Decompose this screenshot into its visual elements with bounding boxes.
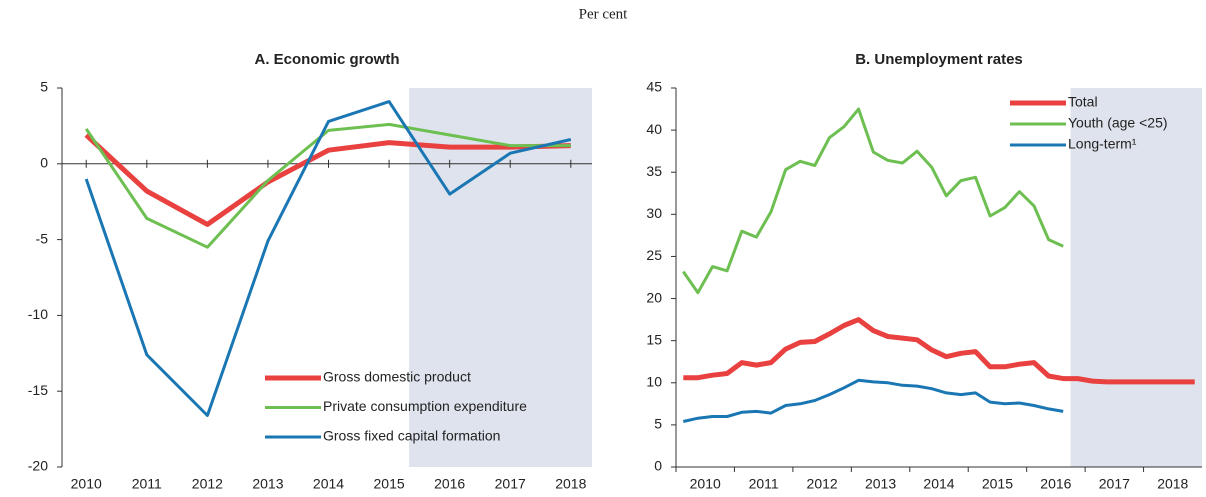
y-tick-label: -20 (28, 458, 48, 474)
series-line (84, 122, 571, 249)
series-line (84, 133, 571, 227)
y-tick-label: 45 (646, 79, 662, 95)
series-line (84, 100, 572, 417)
y-tick-label: 35 (646, 163, 662, 179)
x-tick-label: 2018 (555, 476, 586, 492)
y-tick-label: -15 (28, 382, 48, 398)
y-tick-label: 20 (646, 289, 662, 305)
x-tick-label: 2017 (495, 476, 526, 492)
legend-label: Gross fixed capital formation (323, 428, 500, 444)
x-tick-label: 2016 (1040, 476, 1071, 492)
y-tick-label: 25 (646, 247, 662, 263)
legend-label: Long-term¹ (1068, 136, 1137, 152)
x-tick-label: 2014 (313, 476, 344, 492)
x-tick-label: 2010 (71, 476, 102, 492)
x-tick-label: 2018 (1157, 476, 1188, 492)
x-tick-label: 2015 (374, 476, 405, 492)
series-line (682, 378, 1064, 423)
y-tick-label: 40 (646, 121, 662, 137)
x-tick-label: 2012 (807, 476, 838, 492)
y-tick-label: 0 (654, 458, 662, 474)
y-tick-label: 5 (40, 79, 48, 95)
x-tick-label: 2013 (865, 476, 896, 492)
series-line (682, 107, 1064, 295)
series-line (683, 317, 1195, 385)
legend-label: Total (1068, 94, 1098, 110)
legend-label: Youth (age <25) (1068, 115, 1168, 131)
x-tick-label: 2011 (749, 476, 779, 492)
x-tick-label: 2016 (434, 476, 465, 492)
projection-shade (409, 88, 592, 467)
panel-title: B. Unemployment rates (855, 51, 1023, 68)
panel-title: A. Economic growth (254, 51, 399, 68)
x-tick-label: 2011 (132, 476, 162, 492)
y-tick-label: 5 (654, 416, 662, 432)
legend-label: Gross domestic product (323, 369, 471, 385)
y-tick-label: 10 (646, 373, 662, 389)
legend-label: Private consumption expenditure (323, 398, 527, 414)
x-tick-label: 2014 (923, 476, 954, 492)
y-tick-label: -5 (36, 230, 49, 246)
x-tick-label: 2015 (982, 476, 1013, 492)
y-tick-label: 30 (646, 205, 662, 221)
x-tick-label: 2012 (192, 476, 223, 492)
y-tick-label: 0 (40, 155, 48, 171)
projection-shade (1070, 88, 1202, 467)
y-tick-label: 15 (646, 331, 662, 347)
y-tick-label: -10 (28, 306, 48, 322)
subtitle: Per cent (579, 6, 629, 22)
x-tick-label: 2013 (252, 476, 283, 492)
x-tick-label: 2017 (1099, 476, 1130, 492)
x-tick-label: 2010 (690, 476, 721, 492)
